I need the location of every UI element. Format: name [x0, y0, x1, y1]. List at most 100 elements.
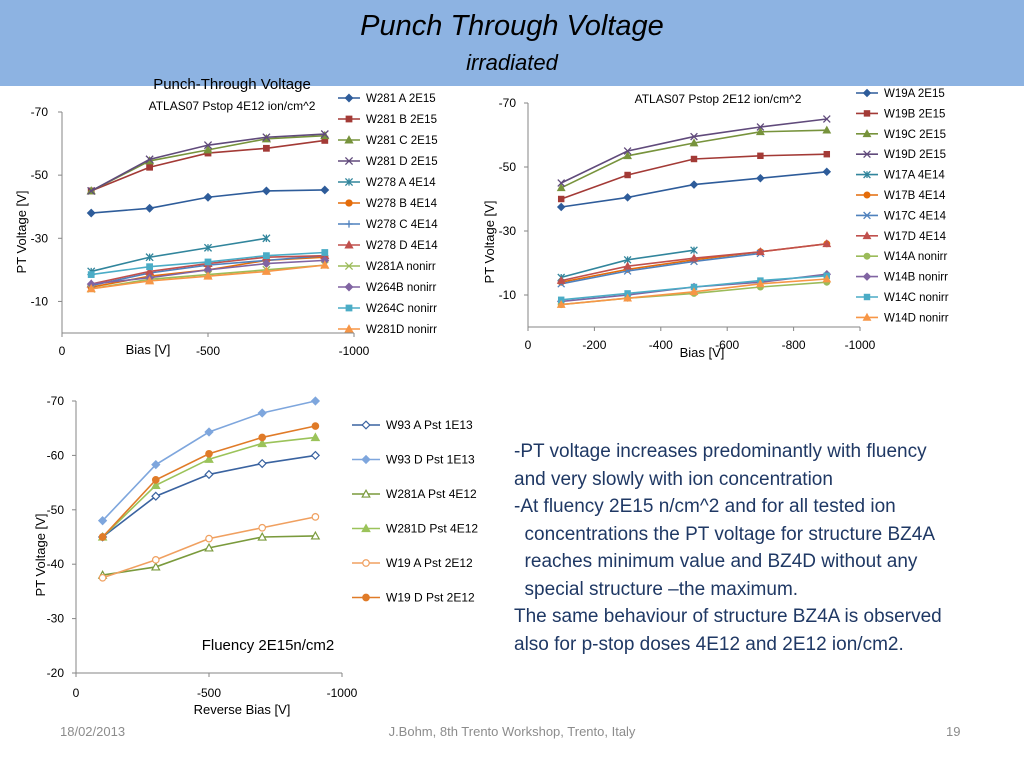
y-tick-label: -30	[31, 231, 49, 245]
series-3	[86, 130, 330, 195]
data-point	[86, 208, 96, 218]
legend-entry: W281 A 2E15	[338, 93, 436, 105]
data-point	[624, 171, 631, 179]
data-point	[311, 422, 320, 430]
legend-entry: W17A 4E14	[856, 170, 945, 182]
legend-label: W19B 2E15	[884, 108, 945, 120]
x-axis-label: Bias [V]	[680, 345, 725, 360]
legend-entry: W264C nonirr	[338, 303, 437, 315]
body-line: -PT voltage increases predominantly with…	[514, 441, 927, 462]
legend-entry: W281A nonirr	[338, 261, 436, 273]
data-point	[203, 243, 213, 252]
data-point	[623, 147, 632, 155]
body-line: reaches minimum value and BZ4D without a…	[514, 551, 918, 572]
series-1	[556, 167, 832, 212]
chart-pstop-4e12: Punch-Through Voltage ATLAS07 Pstop 4E12 …	[14, 76, 438, 358]
title-banner	[0, 0, 1024, 86]
data-point	[822, 274, 832, 283]
data-point	[689, 138, 699, 147]
data-point	[145, 203, 155, 213]
legend-label: W14C nonirr	[884, 292, 949, 304]
data-point	[151, 556, 160, 564]
legend-label: W17C 4E14	[884, 210, 947, 222]
series-6	[98, 422, 320, 541]
x-tick-label: 0	[525, 338, 532, 352]
data-point	[361, 454, 371, 465]
legend-entry: W17D 4E14	[856, 231, 947, 243]
data-point	[623, 151, 633, 160]
data-point	[146, 163, 153, 171]
y-tick-label: -50	[47, 503, 65, 517]
body-line: -At fluency 2E15 n/cm^2 and for all test…	[514, 496, 896, 517]
legend-label: W14B nonirr	[884, 272, 948, 284]
series-5	[98, 513, 320, 582]
legend-label: W19A 2E15	[884, 88, 945, 100]
slide-body-text: -PT voltage increases predominantly with…	[514, 438, 1014, 658]
data-point	[310, 530, 321, 540]
x-tick-label: -200	[582, 338, 606, 352]
data-point	[204, 454, 214, 463]
legend-entry: W19D 2E15	[856, 149, 946, 161]
data-point	[863, 293, 871, 301]
series-line	[91, 237, 267, 273]
data-point	[320, 260, 330, 269]
series-3	[97, 530, 321, 579]
data-point	[203, 141, 213, 150]
data-point	[689, 287, 699, 296]
legend-label: W19 A Pst 2E12	[386, 556, 473, 570]
x-tick-label: 0	[73, 686, 80, 700]
data-point	[311, 513, 320, 521]
legend-entry: W19A 2E15	[856, 88, 945, 100]
data-point	[689, 253, 699, 262]
legend-entry: W19 A Pst 2E12	[352, 556, 473, 570]
data-point	[344, 156, 354, 166]
series-8	[556, 239, 832, 284]
data-point	[257, 458, 267, 469]
series-line	[561, 252, 761, 285]
data-point	[862, 231, 872, 240]
data-point	[310, 396, 321, 406]
y-tick-label: -10	[499, 288, 517, 302]
y-axis-label: PT Voltage [V]	[14, 191, 29, 274]
data-point	[151, 476, 160, 484]
data-point	[344, 324, 354, 333]
legend-entry: W14C nonirr	[856, 292, 949, 304]
legend-label: W264C nonirr	[366, 303, 437, 315]
series-line	[102, 454, 316, 538]
y-tick-label: -40	[47, 557, 65, 571]
data-point	[757, 152, 764, 160]
y-tick-label: -50	[499, 160, 517, 174]
series-1	[97, 450, 321, 542]
series-4	[97, 432, 321, 541]
series-5	[557, 246, 698, 282]
legend-entry: W281A Pst 4E12	[352, 487, 477, 501]
data-point	[258, 433, 267, 442]
data-point	[310, 450, 321, 461]
legend-entry: W19 D Pst 2E12	[352, 591, 475, 605]
legend-label: W278 C 4E14	[366, 219, 438, 231]
footer-center: J.Bohm, 8th Trento Workshop, Trento, Ita…	[388, 724, 636, 739]
x-axis-label: Bias [V]	[126, 342, 171, 357]
legend-label: W14D nonirr	[884, 312, 949, 324]
slide-subtitle: irradiated	[466, 50, 558, 75]
data-point	[690, 155, 698, 163]
data-point	[862, 88, 872, 98]
data-point	[623, 261, 633, 270]
legend-entry: W14D nonirr	[856, 312, 949, 324]
data-point	[345, 115, 353, 123]
data-point	[151, 491, 161, 501]
series-11	[87, 249, 329, 278]
data-point	[144, 276, 155, 285]
legend-entry: W19B 2E15	[856, 108, 945, 120]
data-point	[822, 167, 832, 177]
legend-label: W281D Pst 4E12	[386, 522, 478, 536]
data-point	[345, 220, 353, 228]
legend-label: W278 A 4E14	[366, 177, 436, 189]
data-point	[263, 252, 270, 260]
legend-entry: W278 A 4E14	[338, 177, 436, 189]
y-axis-label: PT Voltage [V]	[33, 514, 48, 597]
data-point	[863, 110, 871, 117]
data-point	[344, 135, 354, 144]
data-point	[257, 531, 268, 541]
data-point	[344, 240, 354, 249]
